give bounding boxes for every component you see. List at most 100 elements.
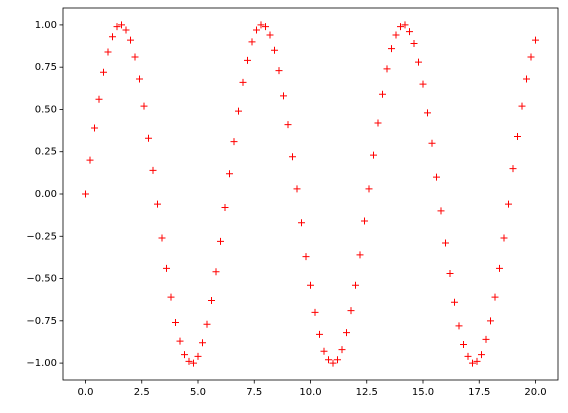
x-tick-label: 10.0	[299, 387, 321, 398]
marker	[127, 36, 134, 44]
marker	[244, 56, 251, 64]
marker	[329, 359, 337, 367]
marker	[356, 251, 364, 259]
axes-frame	[62, 7, 559, 381]
marker	[217, 237, 224, 245]
marker	[505, 200, 512, 208]
marker	[365, 185, 373, 193]
marker	[190, 359, 197, 367]
x-tick-label: 15.0	[412, 387, 434, 398]
marker	[149, 166, 157, 174]
marker	[95, 95, 103, 103]
marker	[230, 138, 238, 146]
marker	[212, 268, 220, 276]
y-tick-label: −0.75	[26, 316, 57, 327]
marker	[392, 31, 400, 39]
marker	[527, 53, 535, 61]
marker	[122, 26, 130, 34]
marker	[491, 293, 499, 301]
x-tick-label: 2.5	[134, 387, 150, 398]
marker	[500, 234, 508, 242]
marker	[464, 352, 472, 360]
marker	[203, 320, 211, 328]
marker	[158, 234, 166, 242]
marker	[235, 107, 242, 115]
marker	[370, 151, 377, 159]
marker	[334, 356, 341, 364]
marker	[514, 133, 521, 141]
marker	[320, 347, 328, 355]
marker	[199, 339, 206, 347]
marker	[433, 173, 440, 181]
y-tick-label: −0.50	[26, 274, 57, 285]
marker	[419, 80, 427, 88]
marker	[379, 90, 386, 98]
marker	[325, 356, 332, 364]
y-tick-label: 0.25	[35, 147, 57, 158]
marker	[262, 23, 269, 31]
marker	[275, 67, 283, 75]
marker	[352, 281, 359, 289]
marker	[460, 340, 467, 348]
marker	[316, 330, 323, 338]
marker	[266, 31, 274, 39]
marker	[437, 207, 445, 215]
marker	[496, 264, 503, 272]
marker	[280, 92, 287, 100]
marker	[293, 185, 301, 193]
y-tick-label: −0.25	[26, 231, 57, 242]
marker	[163, 264, 170, 272]
marker	[482, 335, 490, 343]
y-tick-label: 0.00	[35, 189, 57, 200]
marker	[446, 269, 454, 277]
marker	[415, 58, 422, 66]
marker	[523, 75, 530, 83]
x-tick-label: 17.5	[468, 387, 490, 398]
marker	[397, 23, 404, 31]
marker	[455, 322, 463, 330]
y-tick-label: 0.75	[35, 62, 57, 73]
marker	[194, 352, 202, 360]
marker	[284, 121, 292, 129]
marker	[167, 293, 175, 301]
marker	[428, 139, 436, 147]
marker	[401, 21, 409, 29]
marker	[473, 357, 481, 365]
marker	[185, 357, 193, 365]
marker	[388, 45, 395, 53]
x-tick-label: 0.0	[78, 387, 94, 398]
marker	[239, 78, 247, 86]
marker	[361, 217, 368, 225]
marker	[442, 239, 449, 247]
marker	[113, 23, 121, 31]
marker	[118, 21, 125, 29]
marker	[136, 75, 143, 83]
y-tick-label: −1.00	[26, 358, 57, 369]
marker	[424, 109, 431, 117]
marker	[311, 308, 319, 316]
marker	[374, 119, 382, 127]
marker	[518, 102, 526, 110]
marker	[181, 351, 188, 359]
marker	[86, 156, 94, 164]
marker	[91, 124, 98, 132]
marker	[469, 359, 476, 367]
marker	[145, 134, 152, 142]
marker	[208, 297, 215, 305]
marker	[253, 26, 260, 34]
x-tick-label: 12.5	[356, 387, 378, 398]
marker	[109, 33, 116, 41]
marker	[298, 219, 305, 227]
marker	[82, 190, 89, 198]
marker	[383, 65, 391, 73]
marker	[257, 21, 265, 29]
marker	[140, 102, 148, 110]
marker	[487, 317, 494, 325]
marker	[406, 28, 413, 36]
y-tick-label: 0.50	[35, 104, 57, 115]
marker	[338, 346, 346, 354]
marker	[307, 281, 314, 289]
marker	[410, 40, 418, 48]
marker	[451, 298, 458, 306]
marker	[478, 351, 485, 359]
